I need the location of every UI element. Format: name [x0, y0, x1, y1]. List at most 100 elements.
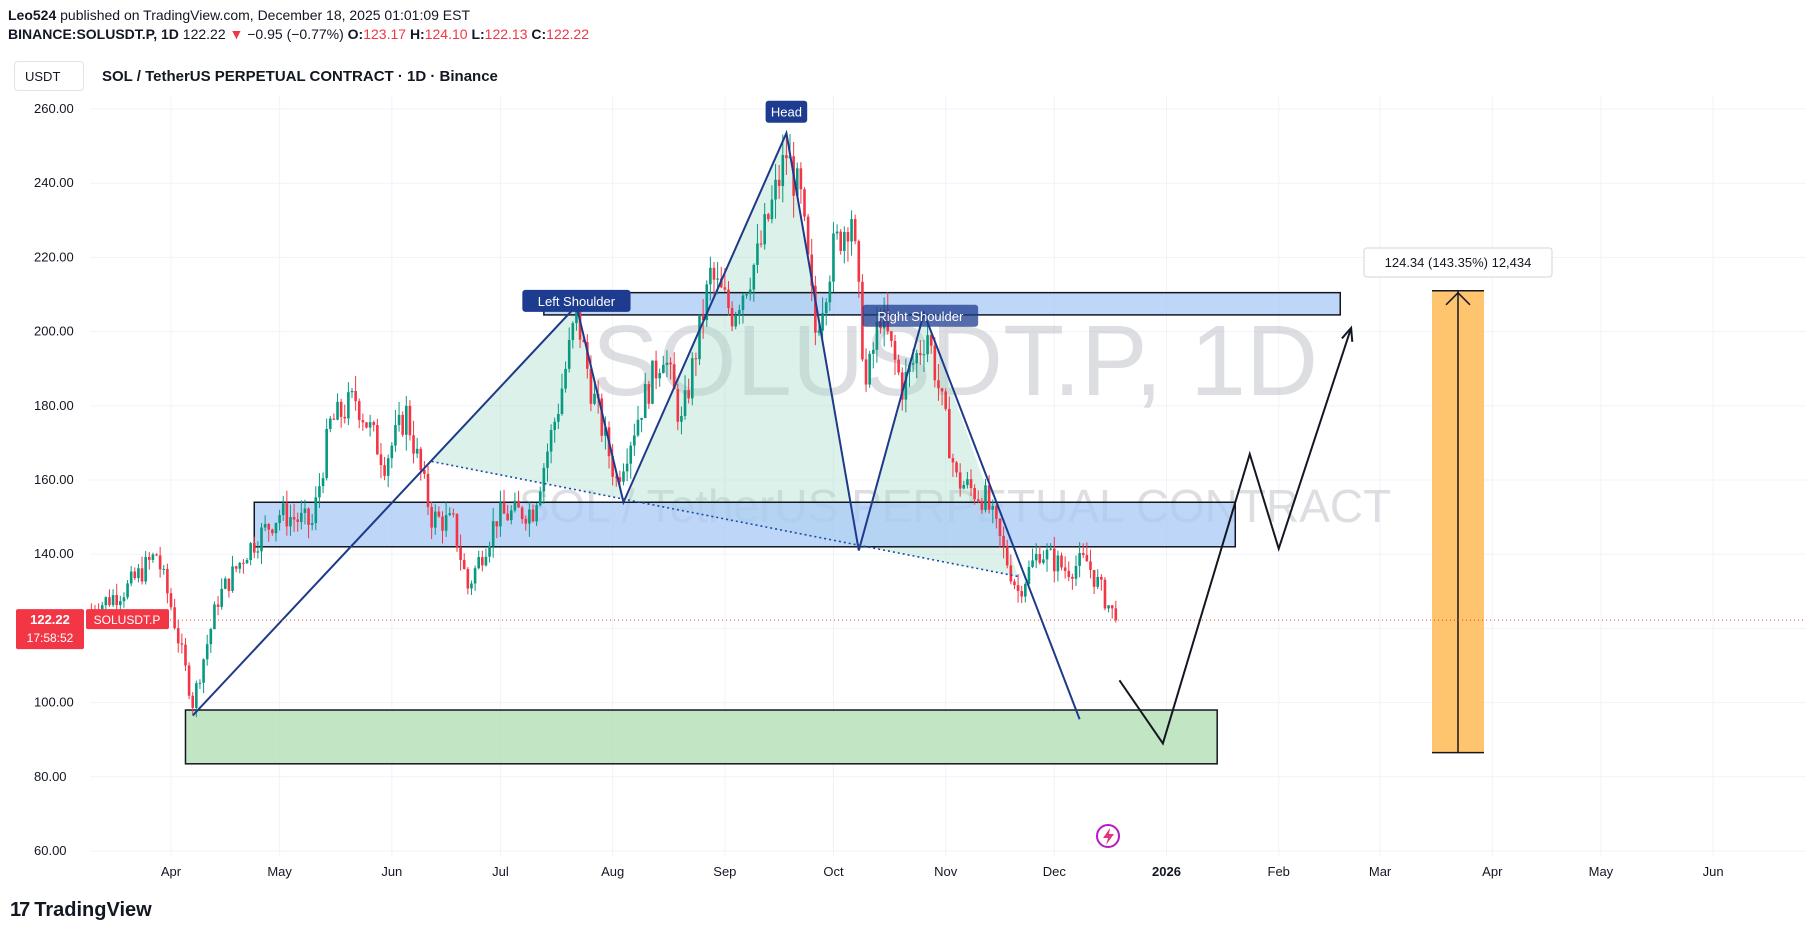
candle-body [944, 391, 947, 409]
candle-body [774, 179, 777, 200]
candle-body [481, 557, 484, 566]
candle-body [263, 523, 267, 528]
candle-body [187, 665, 191, 696]
low-value: 122.13 [484, 26, 528, 42]
candle-body [129, 571, 133, 584]
candle-body [1034, 553, 1038, 561]
candle-body [401, 414, 404, 435]
x-tick-label: Jun [381, 864, 402, 879]
low-label: L: [471, 26, 485, 42]
candle-body [119, 601, 122, 606]
currency-unit-button[interactable]: USDT [14, 61, 84, 91]
candle-body [636, 419, 640, 436]
candle-body [777, 179, 781, 186]
candle-body [904, 372, 908, 400]
candle-body [629, 445, 633, 464]
candle-body [339, 401, 343, 417]
candle-body [1114, 608, 1118, 621]
label-box [522, 289, 631, 312]
candle-body [1031, 560, 1034, 567]
candle-body [300, 512, 303, 522]
candle-body [343, 416, 347, 419]
candle-body [687, 390, 690, 399]
candle-body [633, 435, 636, 446]
candle-body [517, 500, 520, 508]
x-axis[interactable]: Apr May Jun Jul Aug Sep Oct Nov Dec 2026 Feb Mar Apr… [161, 864, 1724, 879]
candle-body [698, 314, 701, 360]
candle-body [528, 509, 531, 524]
candle-body [252, 543, 256, 553]
candle-body [770, 199, 774, 220]
candle-body [821, 313, 824, 331]
publish-line: Leo524 published on TradingView.com, Dec… [8, 6, 589, 25]
candle-body [611, 456, 614, 477]
candle-body [444, 515, 448, 531]
label-text: Left Shoulder [538, 294, 616, 309]
candle-body [419, 448, 423, 471]
close-label: C: [531, 26, 547, 42]
candle-body [1078, 553, 1081, 566]
candle-body [238, 562, 242, 569]
candle-body [868, 353, 871, 385]
tradingview-logo[interactable]: 17 TradingView [10, 899, 152, 922]
candle-body [1049, 548, 1052, 550]
candle-body [680, 415, 683, 422]
candle-body [260, 527, 263, 552]
label-box [862, 304, 979, 327]
high-label: H: [409, 26, 425, 42]
candle-body [336, 401, 339, 420]
label-left-shoulder: Left Shoulder [522, 289, 631, 312]
candle-body [137, 568, 140, 579]
candle-body [752, 264, 756, 290]
candle-body [115, 595, 118, 606]
candle-body [242, 562, 245, 564]
candle-body [987, 485, 991, 510]
measure-readout: 124.34 (143.35%) 12,434 [1363, 247, 1553, 278]
candle-body [1027, 566, 1031, 584]
candle-body [412, 435, 415, 454]
candle-body [285, 503, 289, 527]
publisher-name[interactable]: Leo524 [8, 7, 57, 23]
candle-body [491, 521, 495, 546]
candle-body [976, 499, 980, 501]
candle-body [958, 472, 962, 489]
candle-body [995, 506, 998, 519]
lightning-icon[interactable] [1096, 824, 1120, 848]
candle-body [759, 243, 763, 245]
y-tick-label: 240.00 [34, 175, 74, 190]
candle-body [162, 568, 166, 570]
candle-body [347, 392, 350, 419]
candle-body [1100, 576, 1103, 580]
candle-body [690, 358, 694, 399]
candle-body [350, 391, 354, 393]
symbol-badge-box [86, 609, 169, 630]
candle-body [951, 458, 955, 463]
tradingview-logo-icon: 17 [10, 899, 30, 921]
x-tick-label: Dec [1043, 864, 1067, 879]
candle-body [184, 644, 187, 666]
candle-body [701, 314, 705, 321]
symbol-interval: BINANCE:SOLUSDT.P, 1D [8, 26, 179, 42]
candle-body [839, 231, 842, 251]
y-axis[interactable]: 260.00 240.00 220.00 200.00 180.00 160.00 140.… [34, 101, 74, 858]
x-tick-label: Nov [934, 864, 958, 879]
y-tick-label: 200.00 [34, 324, 74, 339]
y-tick-label: 100.00 [34, 695, 74, 710]
candle-body [575, 303, 578, 324]
last-price: 122.22 [182, 26, 226, 42]
candle-body [940, 388, 944, 392]
candle-body [495, 521, 499, 527]
candle-body [604, 427, 607, 436]
candle-body [332, 418, 336, 420]
candle-body [871, 349, 875, 354]
candle-body [256, 551, 260, 553]
candle-body [745, 294, 748, 296]
measure-arrowhead [1445, 291, 1471, 306]
candle-body [694, 358, 698, 360]
candle-body [524, 519, 528, 524]
candle-body [310, 523, 314, 525]
close-value: 122.22 [546, 26, 589, 42]
x-tick-label: Sep [713, 864, 736, 879]
candle-body [911, 363, 915, 365]
